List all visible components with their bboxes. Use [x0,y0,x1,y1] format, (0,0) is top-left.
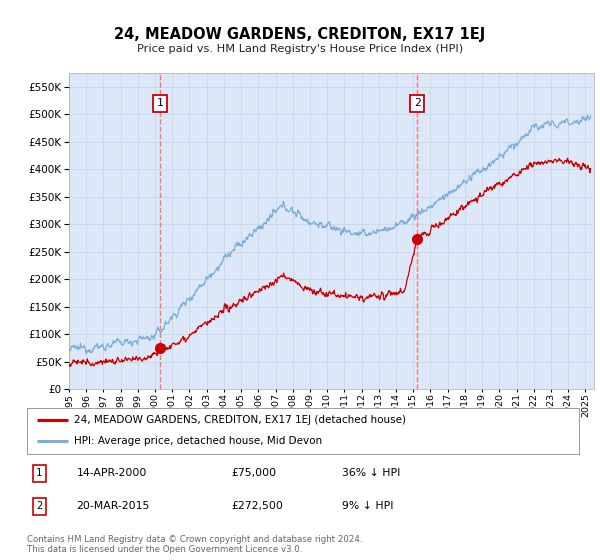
Text: £272,500: £272,500 [231,501,283,511]
Text: 36% ↓ HPI: 36% ↓ HPI [341,468,400,478]
Text: 1: 1 [157,98,163,108]
Text: 20-MAR-2015: 20-MAR-2015 [77,501,150,511]
Text: HPI: Average price, detached house, Mid Devon: HPI: Average price, detached house, Mid … [74,436,322,446]
Text: 1: 1 [36,468,42,478]
Text: Price paid vs. HM Land Registry's House Price Index (HPI): Price paid vs. HM Land Registry's House … [137,44,463,54]
Text: 9% ↓ HPI: 9% ↓ HPI [341,501,393,511]
Text: 2: 2 [413,98,421,108]
Text: £75,000: £75,000 [231,468,277,478]
Text: 24, MEADOW GARDENS, CREDITON, EX17 1EJ (detached house): 24, MEADOW GARDENS, CREDITON, EX17 1EJ (… [74,415,406,425]
Text: 24, MEADOW GARDENS, CREDITON, EX17 1EJ: 24, MEADOW GARDENS, CREDITON, EX17 1EJ [115,27,485,42]
Text: 14-APR-2000: 14-APR-2000 [77,468,147,478]
Text: 2: 2 [36,501,42,511]
Text: Contains HM Land Registry data © Crown copyright and database right 2024.
This d: Contains HM Land Registry data © Crown c… [27,535,362,554]
